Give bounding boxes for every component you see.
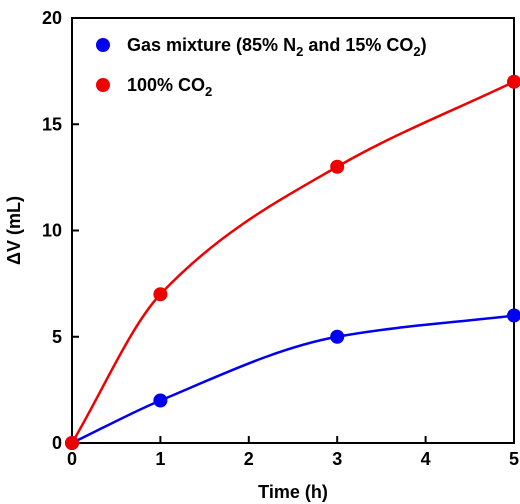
legend-label-text: ) <box>421 35 427 55</box>
legend-label-text: Gas mixture (85% N <box>127 35 296 55</box>
x-tick-label: 3 <box>332 449 342 469</box>
legend-label-subscript: 2 <box>205 84 212 99</box>
y-tick-label: 15 <box>42 114 62 134</box>
series-1 <box>65 74 520 450</box>
legend-item-1: 100% CO2 <box>96 75 212 99</box>
data-point <box>507 74 520 89</box>
y-tick-label: 5 <box>52 327 62 347</box>
legend-label: Gas mixture (85% N2 and 15% CO2) <box>127 35 427 59</box>
legend-label-text: and 15% CO <box>303 35 413 55</box>
legend-label-subscript: 2 <box>413 44 420 59</box>
legend-label-subscript: 2 <box>296 44 303 59</box>
axes: 0 1 2 3 4 5 0 5 10 15 20 Time (h) ΔV (mL) <box>4 8 519 502</box>
legend: Gas mixture (85% N2 and 15% CO2)100% CO2 <box>96 35 427 99</box>
data-point <box>153 287 168 302</box>
legend-label: 100% CO2 <box>127 75 212 99</box>
data-point <box>330 329 345 344</box>
x-tick-label: 1 <box>155 449 165 469</box>
series-layer <box>65 74 520 450</box>
data-point <box>153 393 168 408</box>
x-tick-label: 2 <box>244 449 254 469</box>
legend-marker <box>96 78 110 92</box>
y-tick-label: 0 <box>52 433 62 453</box>
x-tick-label: 4 <box>421 449 431 469</box>
series-line <box>71 314 515 445</box>
legend-label-text: 100% CO <box>127 75 205 95</box>
legend-item-0: Gas mixture (85% N2 and 15% CO2) <box>96 35 427 59</box>
data-point <box>65 436 79 450</box>
series-line <box>70 80 515 444</box>
y-tick-label: 10 <box>42 221 62 241</box>
y-axis-title: ΔV (mL) <box>4 196 24 265</box>
x-axis-title: Time (h) <box>258 482 328 502</box>
data-point <box>330 159 345 174</box>
data-point <box>507 308 520 323</box>
legend-marker <box>96 38 110 52</box>
x-tick-label: 5 <box>509 449 519 469</box>
y-tick-label: 20 <box>42 8 62 28</box>
x-tick-label: 0 <box>67 449 77 469</box>
